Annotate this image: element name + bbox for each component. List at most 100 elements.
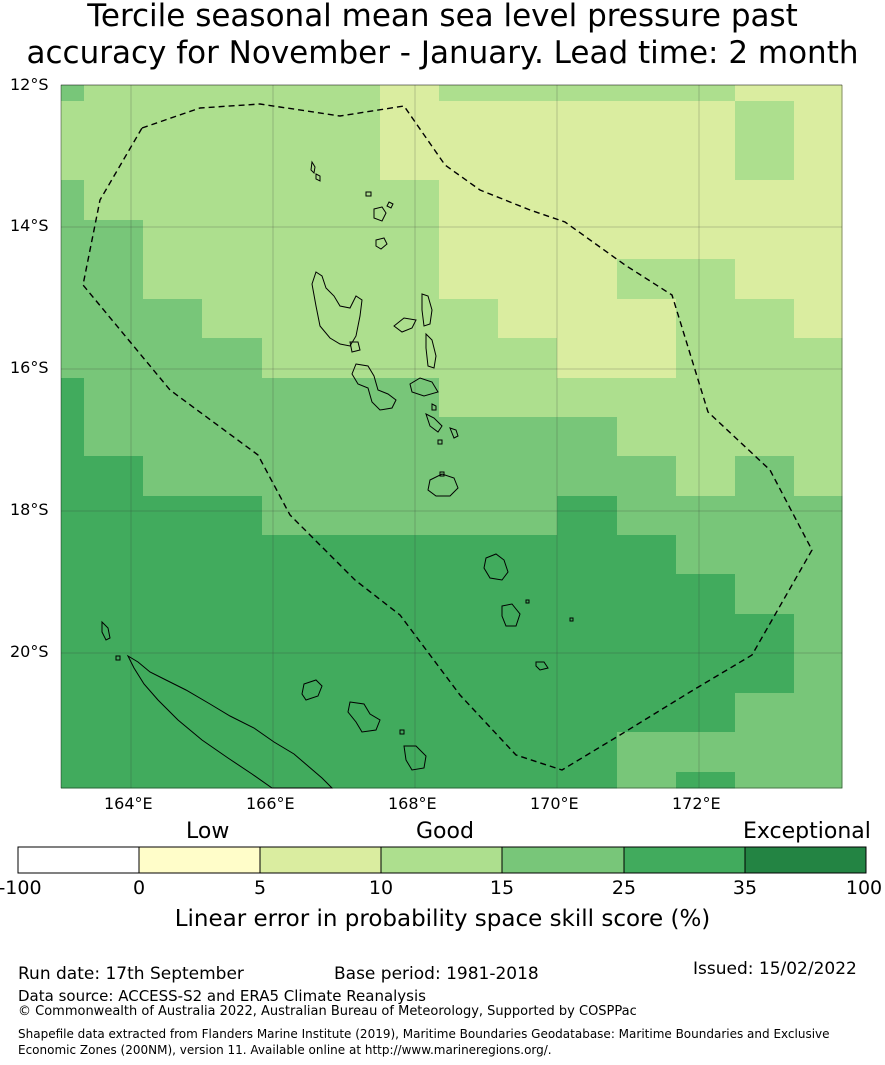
skill-cell: [735, 574, 795, 615]
island-outline: [311, 271, 363, 347]
skill-cell: [380, 653, 440, 694]
skill-cell: [321, 220, 381, 260]
skill-cell: [676, 85, 736, 102]
skill-cell: [794, 456, 843, 497]
skill-cell: [202, 378, 263, 418]
skill-cell: [262, 220, 322, 260]
island-outline: [437, 439, 443, 445]
skill-cell: [439, 535, 499, 575]
skill-cell: [735, 772, 795, 789]
island-outline: [409, 377, 439, 397]
skill-cell: [61, 299, 85, 339]
skill-cell: [557, 141, 618, 181]
skill-cell: [617, 693, 677, 733]
skill-cell: [380, 85, 440, 102]
skill-cell: [557, 772, 618, 789]
skill-cell: [498, 259, 558, 300]
skill-cell: [202, 259, 263, 300]
skill-cell: [439, 85, 499, 102]
skill-cell: [321, 141, 381, 181]
skill-cell: [61, 85, 85, 102]
skill-cell: [143, 772, 203, 789]
skill-cell: [321, 693, 381, 733]
skill-cell: [617, 180, 677, 221]
skill-cell: [202, 574, 263, 615]
skill-cell: [498, 535, 558, 575]
skill-cell: [617, 101, 677, 142]
skill-cell: [380, 693, 440, 733]
skill-cell: [498, 653, 558, 694]
skill-cell: [498, 180, 558, 221]
skill-cell: [262, 141, 322, 181]
skill-cell: [321, 574, 381, 615]
island-outline: [365, 191, 372, 197]
island-outline: [375, 237, 388, 250]
skill-cell: [794, 85, 843, 102]
run-date: Run date: 17th September: [18, 964, 244, 984]
skill-cell: [143, 338, 203, 379]
skill-cell: [439, 338, 499, 379]
island-outline: [535, 661, 549, 671]
skill-cell: [735, 220, 795, 260]
colorbar-segment: [501, 846, 625, 874]
skill-cell: [143, 85, 203, 102]
skill-cell: [735, 85, 795, 102]
colorbar-segment: [744, 846, 867, 874]
skill-cell: [262, 653, 322, 694]
skill-cell: [321, 456, 381, 497]
island-outline: [501, 603, 521, 627]
island-outline: [386, 201, 394, 209]
skill-cell: [143, 732, 203, 773]
skill-cell: [498, 456, 558, 497]
skill-cell: [794, 259, 843, 300]
data-source: Data source: ACCESS-S2 and ERA5 Climate …: [18, 987, 426, 1005]
skill-cell: [498, 101, 558, 142]
skill-cell: [676, 496, 736, 536]
skill-cell: [84, 141, 144, 181]
colorbar-segment: [138, 846, 261, 874]
skill-cell: [557, 574, 618, 615]
skill-cell: [84, 101, 144, 142]
skill-cell: [794, 653, 843, 694]
skill-cell: [84, 653, 144, 694]
island-outline: [351, 363, 397, 411]
skill-cell: [202, 141, 263, 181]
island-outline: [373, 206, 387, 222]
skill-cell: [84, 417, 144, 457]
lat-label-20s: 20°S: [10, 642, 49, 661]
skill-cell: [61, 732, 85, 773]
skill-cell: [735, 417, 795, 457]
skill-cell: [735, 259, 795, 300]
skill-cell: [61, 417, 85, 457]
colorbar-tick: 15: [489, 877, 515, 899]
skill-cell: [380, 180, 440, 221]
colorbar-label: Linear error in probability space skill …: [174, 906, 711, 932]
skill-cell: [557, 456, 618, 497]
eez-boundary-line: [82, 103, 813, 771]
skill-cell: [202, 456, 263, 497]
map-title-line-1: Tercile seasonal mean sea level pressure…: [87, 0, 798, 34]
skill-cell: [557, 614, 618, 654]
skill-cell: [676, 732, 736, 773]
skill-cell: [202, 535, 263, 575]
skill-cell: [617, 732, 677, 773]
skill-cell: [557, 85, 618, 102]
skill-cell: [676, 417, 736, 457]
skill-cell: [262, 417, 322, 457]
skill-cell: [676, 614, 736, 654]
skill-cell: [498, 338, 558, 379]
skill-cell: [498, 299, 558, 339]
skill-cell: [794, 417, 843, 457]
skill-cell: [143, 456, 203, 497]
skill-cell: [321, 772, 381, 789]
lat-label-12s: 12°S: [10, 75, 49, 94]
lat-label-14s: 14°S: [10, 216, 49, 235]
skill-cell: [557, 417, 618, 457]
colorbar-tick: 5: [253, 877, 267, 899]
skill-cell: [439, 259, 499, 300]
skill-cell: [61, 378, 85, 418]
skill-cell: [439, 378, 499, 418]
skill-cell: [321, 101, 381, 142]
skill-cell: [202, 220, 263, 260]
skill-cell: [676, 338, 736, 379]
